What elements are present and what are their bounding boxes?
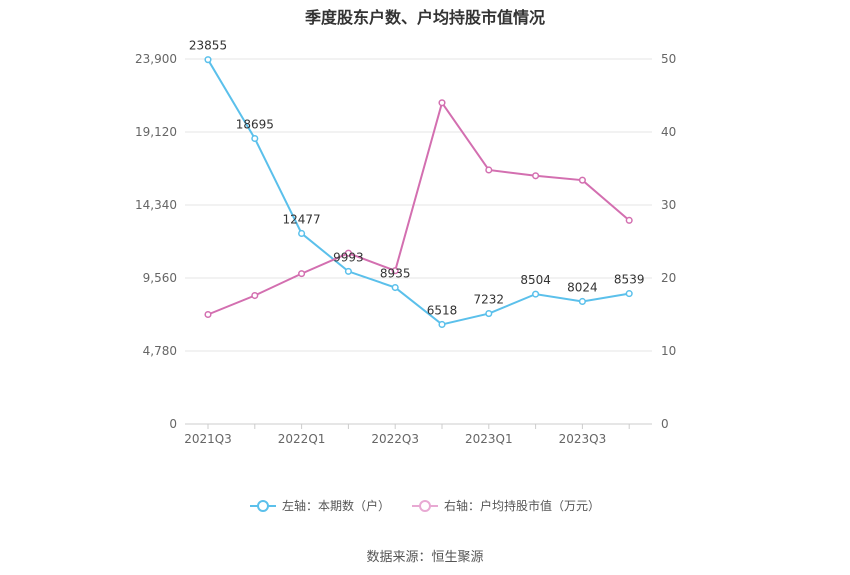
chart-title: 季度股东户数、户均持股市值情况 [304, 8, 545, 27]
data-label: 9993 [333, 250, 364, 264]
data-label: 8539 [614, 273, 645, 287]
data-point [578, 297, 586, 306]
data-point [344, 249, 352, 257]
data-label: 18695 [236, 117, 274, 131]
x-axis-tick-label: 2023Q3 [559, 432, 607, 446]
data-label: 8504 [520, 273, 551, 287]
data-point [298, 229, 306, 238]
data-point [251, 134, 259, 143]
data-point [391, 283, 399, 292]
x-axis-tick-label: 2021Q3 [184, 432, 232, 446]
left-axis-tick-label: 14,340 [135, 198, 177, 212]
data-point [532, 172, 540, 180]
legend-label-left-axis: 左轴：本期数（户） [281, 499, 390, 513]
data-label: 23855 [189, 39, 227, 53]
data-label: 7232 [474, 293, 505, 307]
data-point [578, 176, 586, 184]
series-line-market-value [207, 100, 630, 316]
x-axis-tick-label: 2023Q1 [465, 432, 513, 446]
left-axis-tick-label: 9,560 [143, 271, 177, 285]
data-label: 12477 [283, 212, 321, 226]
series [204, 56, 633, 329]
data-point [438, 99, 446, 107]
data-point [438, 320, 446, 329]
right-axis-tick-label: 50 [661, 52, 676, 66]
right-axis-tick-label: 30 [661, 198, 676, 212]
data-point [204, 310, 212, 319]
x-axis-tick-label: 2022Q3 [371, 432, 419, 446]
right-axis-tick-label: 40 [661, 125, 676, 139]
axes: 0 4,780 9,560 14,340 19,120 23,900 0 10 20 30 40 50… [135, 52, 676, 446]
grid-lines [185, 58, 652, 425]
left-axis-tick-label: 19,120 [135, 125, 177, 139]
right-axis-tick-label: 0 [661, 417, 669, 431]
data-label: 8935 [380, 267, 411, 281]
data-point [532, 290, 540, 298]
legend: 左轴：本期数（户） 右轴：户均持股市值（万元） [0, 497, 850, 514]
data-point [485, 166, 493, 174]
legend-label-right-axis: 右轴：户均持股市值（万元） [444, 499, 601, 513]
legend-item-right-axis[interactable]: 右轴：户均持股市值（万元） [412, 497, 600, 514]
left-axis-tick-label: 4,780 [143, 344, 177, 358]
left-axis-tick-label: 0 [169, 417, 177, 431]
data-point [298, 270, 306, 278]
data-label: 6518 [427, 303, 458, 317]
x-axis-tick-label: 2022Q1 [278, 432, 326, 446]
source-note: 数据来源：恒生聚源 [366, 550, 484, 565]
legend-marker-blue-icon [249, 499, 276, 512]
right-axis-tick-label: 10 [661, 344, 676, 358]
legend-item-left-axis[interactable]: 左轴：本期数（户） [249, 497, 390, 514]
data-labels: 23855 18695 12477 9993 8935 6518 7232 8504 8024 8… [189, 39, 645, 318]
data-point [391, 267, 399, 275]
data-point [251, 291, 259, 300]
data-point [625, 290, 633, 298]
data-point [204, 56, 212, 64]
data-point [625, 216, 633, 224]
data-point [344, 267, 352, 275]
data-label: 8024 [567, 280, 598, 294]
data-point [485, 310, 493, 318]
right-axis-tick-label: 20 [661, 271, 676, 285]
left-axis-tick-label: 23,900 [135, 52, 177, 66]
legend-marker-pink-icon [412, 499, 438, 512]
series-line-holders [207, 59, 630, 326]
